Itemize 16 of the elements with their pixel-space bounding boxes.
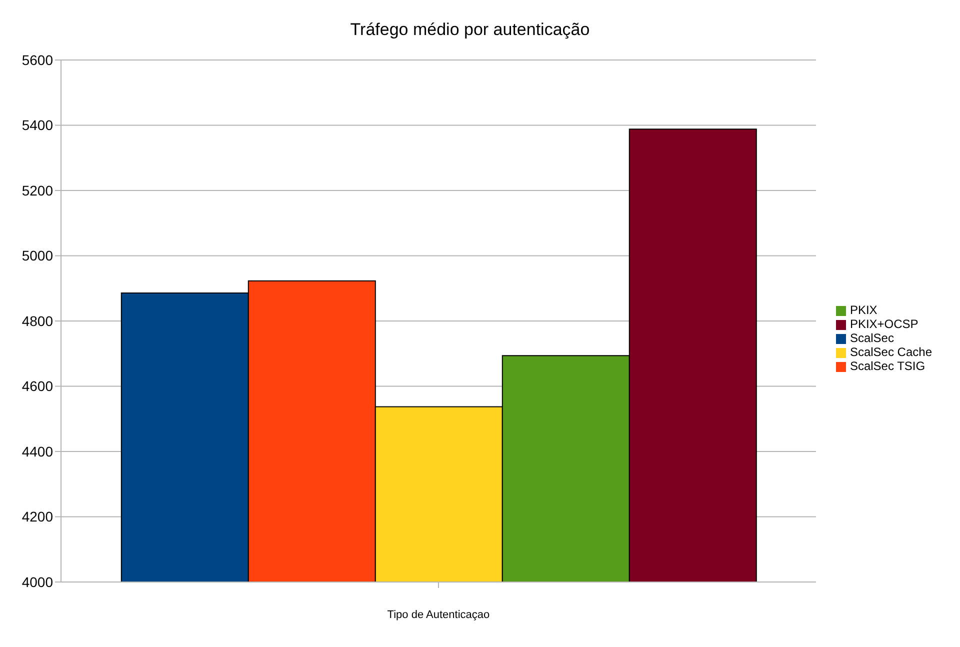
y-tick-label: 5200 — [22, 182, 54, 198]
legend-label: ScalSec TSIG — [850, 359, 926, 373]
chart-title: Tráfego médio por autenticação — [349, 19, 591, 41]
y-tick-label: 4000 — [22, 574, 54, 590]
y-tick-label: 5600 — [22, 52, 54, 68]
y-tick-label: 4400 — [22, 443, 54, 460]
y-tick-label: 4600 — [22, 378, 54, 394]
legend-label: ScalSec — [850, 331, 894, 345]
legend-label: PKIX+OCSP — [850, 317, 918, 331]
y-tick-label: 4200 — [22, 508, 54, 525]
y-tick-label: 4800 — [22, 312, 54, 329]
y-tick-label: 5000 — [22, 248, 54, 264]
legend-label: ScalSec Cache — [850, 345, 932, 359]
y-tick-label: 5400 — [22, 117, 54, 134]
legend-label: PKIX — [850, 303, 878, 317]
x-axis-title: Tipo de Autenticaçao — [387, 609, 490, 621]
